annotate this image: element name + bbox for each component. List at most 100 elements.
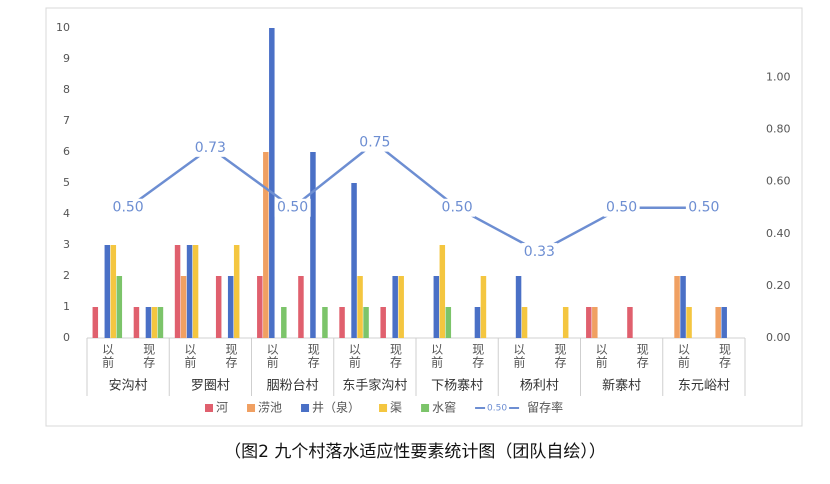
bar (363, 307, 369, 338)
y-tick-label: 9 (63, 52, 70, 65)
group-label: 安沟村 (109, 379, 148, 394)
bar (227, 276, 234, 338)
label-bg (110, 198, 147, 217)
bar (174, 245, 181, 338)
legend-label: 渠 (390, 401, 402, 415)
bar (592, 307, 598, 338)
bar (439, 245, 446, 338)
label-bg (485, 402, 510, 414)
bar (351, 183, 357, 338)
bar (281, 307, 287, 338)
data-label: 0.50 (606, 200, 637, 216)
bar (380, 307, 386, 338)
x-tick-label: 以前 (430, 343, 444, 369)
y-tick-label: 0 (63, 331, 70, 344)
bar (257, 276, 263, 338)
legend-swatch (205, 404, 213, 412)
bar (269, 28, 275, 338)
bar (721, 307, 727, 338)
bar (116, 276, 123, 338)
y-tick-label: 1 (63, 300, 70, 313)
y-tick-label: 6 (63, 145, 70, 158)
x-tick-label: 现存 (635, 343, 649, 369)
bar (627, 307, 633, 338)
bar (521, 307, 528, 338)
group-label: 新寨村 (602, 378, 641, 394)
x-tick-label: 现存 (142, 343, 156, 369)
bar (110, 245, 117, 338)
legend-label: 涝池 (258, 401, 282, 415)
bar (310, 152, 316, 338)
data-label: 0.50 (277, 200, 308, 216)
y2-tick-label: 0.80 (766, 123, 791, 136)
legend-label: 留存率 (527, 400, 563, 415)
bar (586, 307, 592, 338)
y-tick-label: 4 (63, 207, 70, 220)
bar (192, 245, 199, 338)
legend-sample: 0.50 (487, 404, 507, 414)
data-label: 0.50 (442, 200, 473, 216)
data-label: 0.50 (113, 200, 144, 216)
bar (398, 276, 404, 338)
y-tick-label: 2 (63, 269, 70, 282)
y2-tick-label: 0.20 (766, 279, 791, 292)
bar (515, 276, 522, 338)
group-label: 杨利村 (520, 379, 559, 394)
bar (186, 245, 193, 338)
chart-frame (45, 7, 803, 427)
group-label: 下杨寨村 (431, 378, 483, 394)
group-label: 东手家沟村 (342, 378, 407, 394)
x-tick-label: 以前 (101, 343, 115, 369)
label-bg (439, 198, 476, 217)
y-tick-label: 8 (63, 83, 70, 96)
label-bg (521, 243, 558, 262)
x-tick-label: 现存 (224, 343, 238, 369)
bar (104, 245, 111, 338)
label-bg (192, 138, 229, 157)
y2-tick-label: 0.40 (766, 227, 791, 240)
y-tick-label: 7 (63, 114, 70, 127)
legend-label: 河 (216, 401, 228, 415)
y-tick-label: 3 (63, 238, 70, 251)
y2-tick-label: 1.00 (766, 70, 791, 83)
bar (133, 307, 140, 338)
x-tick-label: 现存 (388, 343, 402, 369)
bar (233, 245, 240, 338)
x-tick-label: 以前 (183, 343, 197, 369)
bar (215, 276, 222, 338)
bar (433, 276, 440, 338)
bar (680, 276, 686, 338)
data-label: 0.33 (524, 244, 555, 260)
legend-swatch (379, 404, 388, 412)
label-bg (603, 198, 640, 217)
label-bg (685, 198, 722, 217)
bar (298, 276, 304, 338)
bar (151, 307, 158, 338)
x-tick-label: 以前 (512, 343, 526, 369)
legend-label: 水窖 (432, 400, 456, 415)
legend-label: 井（泉） (312, 401, 360, 415)
group-label: 东元峪村 (678, 379, 730, 394)
y2-tick-label: 0.60 (766, 175, 791, 188)
group-label: 罗圈村 (191, 379, 230, 394)
legend-swatch (301, 404, 310, 412)
bar (322, 307, 328, 338)
x-tick-label: 以前 (676, 343, 690, 369)
bar (92, 307, 99, 338)
label-bg (274, 198, 311, 217)
bar (392, 276, 398, 338)
x-tick-label: 以前 (265, 343, 279, 369)
label-bg (356, 133, 393, 152)
data-label: 0.75 (359, 135, 390, 151)
group-label: 胭粉台村 (267, 379, 319, 394)
bar (686, 307, 692, 338)
bar (145, 307, 152, 338)
bar (480, 276, 487, 338)
x-tick-label: 现存 (553, 343, 567, 369)
bar (445, 307, 452, 338)
x-tick-label: 以前 (347, 343, 361, 369)
data-label: 0.50 (688, 200, 719, 216)
y-tick-label: 5 (63, 176, 70, 189)
caption: （图2 九个村落水适应性要素统计图（团队自绘）） (224, 442, 606, 462)
